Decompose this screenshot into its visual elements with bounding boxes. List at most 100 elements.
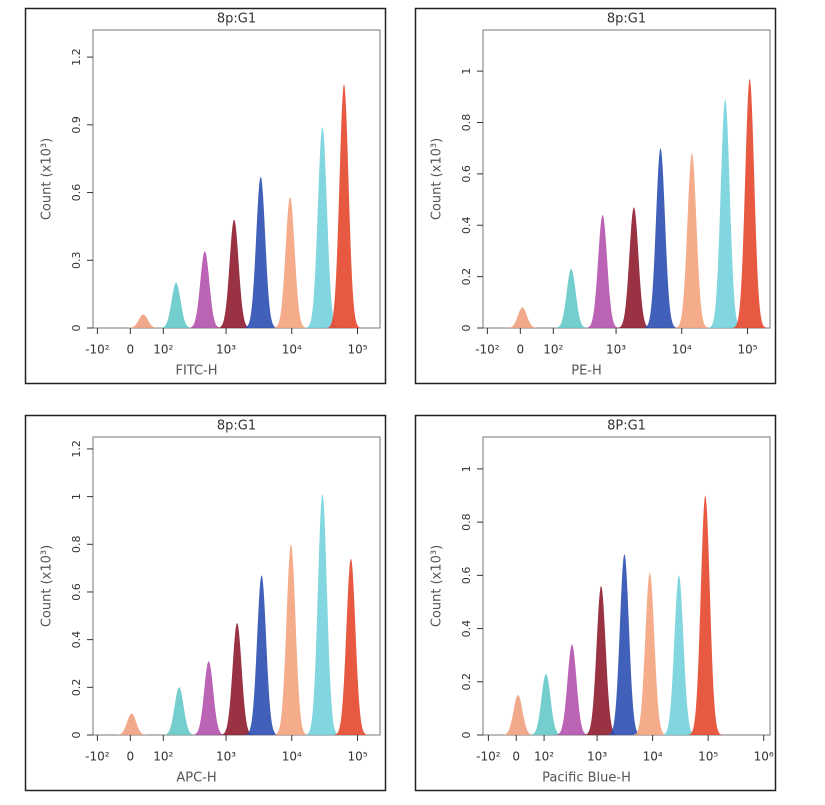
y-tick-label: 0.9 [70,116,83,133]
y-tick-label: 0.6 [460,567,473,585]
peak [500,695,536,735]
peak [216,219,253,328]
peak [731,78,768,328]
x-tick-label: -10² [85,343,110,357]
peak [272,197,309,328]
y-axis-label: Count (x10³) [430,545,445,627]
x-tick-label: 0 [517,343,525,357]
panel-title: 8p:G1 [607,12,646,27]
y-tick-label: 1 [70,493,83,500]
peak [660,575,697,735]
x-tick-label: 10⁴ [282,343,302,357]
x-tick-label: -10² [85,750,110,764]
panel-title: 8p:G1 [217,419,256,434]
x-tick-label: 10⁶ [754,750,774,764]
x-tick-label: 10³ [606,343,626,357]
peak [504,307,541,328]
x-tick-label: 10² [153,750,173,764]
x-tick-label: 10⁵ [347,750,367,764]
y-tick-label: 0.6 [70,583,83,601]
y-tick-label: 0 [460,732,473,739]
panel: 8p:G1 PE-H Count (x10³) 0 0.2 0.4 0.6 0.8 1 -10² 0… [414,7,777,385]
y-tick-label: 1 [460,465,473,472]
panel-frame [24,414,387,792]
peak [243,575,280,735]
y-axis-label: Count (x10³) [40,545,55,627]
y-axis-label: Count (x10³) [40,138,55,220]
y-axis-label: Count (x10³) [430,138,445,220]
x-tick-label: 10³ [216,750,236,764]
peak [273,544,309,735]
x-tick-label: 10² [153,343,173,357]
peak [554,644,590,735]
y-tick-label: 0 [70,325,83,332]
peak [242,176,279,328]
peak [113,713,150,735]
x-tick-label: 10³ [587,750,607,764]
y-tick-label: 0.8 [70,536,83,554]
peak [583,586,620,735]
peak [528,673,564,735]
peak [158,282,195,328]
x-axis-label: APC-H [176,771,216,786]
y-tick-label: 0 [460,325,473,332]
x-tick-label: 10² [543,343,563,357]
x-tick-label: 0 [512,750,520,764]
panel-title: 8p:G1 [217,12,256,27]
peak [687,495,724,735]
peak [553,268,590,328]
y-tick-label: 1.2 [70,440,83,458]
x-tick-label: 10⁴ [282,750,302,764]
x-tick-label: 10⁵ [347,343,367,357]
peak [584,215,621,328]
panel-frame [414,414,777,792]
peak [125,314,162,328]
y-tick-label: 0.6 [460,165,473,183]
panel: 8p:G1 APC-H Count (x10³) 0 0.2 0.4 0.6 0.8 1 1.2 -… [24,414,387,792]
y-tick-label: 0.6 [70,184,83,202]
peak [332,558,369,735]
peak [707,99,744,329]
panel-frame [24,7,387,385]
peak [161,687,198,735]
y-tick-label: 1 [460,68,473,75]
x-tick-label: 10⁵ [698,750,718,764]
x-tick-label: 10² [534,750,554,764]
peak [219,623,256,735]
y-tick-label: 0.2 [460,268,473,286]
y-tick-label: 0.8 [460,114,473,132]
x-tick-label: 10⁴ [672,343,692,357]
y-tick-label: 0.8 [460,513,473,531]
peak [190,661,227,735]
y-tick-label: 0.4 [460,620,473,638]
x-tick-label: 10⁵ [737,343,757,357]
panel: 8P:G1 Pacific Blue-H Count (x10³) 0 0.2 0.4 0.… [414,414,777,792]
peak [186,251,223,328]
y-tick-label: 0.4 [460,216,473,234]
panel: 8p:G1 FITC-H Count (x10³) 0 0.3 0.6 0.9 1.2 -10²… [24,7,387,385]
x-tick-label: 0 [127,343,135,357]
x-axis-label: FITC-H [175,364,217,379]
y-tick-label: 0.3 [70,252,83,269]
x-axis-label: Pacific Blue-H [542,771,631,786]
peak [304,494,341,735]
y-tick-label: 0.2 [70,679,83,697]
x-tick-label: -10² [475,343,500,357]
peak [304,127,341,328]
peak [631,572,668,735]
x-tick-label: -10² [476,750,501,764]
peak [673,153,710,328]
y-tick-label: 1.2 [70,48,83,66]
x-tick-label: 0 [127,750,135,764]
y-tick-label: 0.4 [70,631,83,649]
peak [642,148,679,328]
x-axis-label: PE-H [571,364,602,379]
panel-frame [414,7,777,385]
y-tick-label: 0.2 [460,673,473,691]
peak [606,554,643,735]
x-tick-label: 10³ [216,343,236,357]
y-tick-label: 0 [70,732,83,739]
peak [326,84,362,328]
x-tick-label: 10⁴ [643,750,663,764]
